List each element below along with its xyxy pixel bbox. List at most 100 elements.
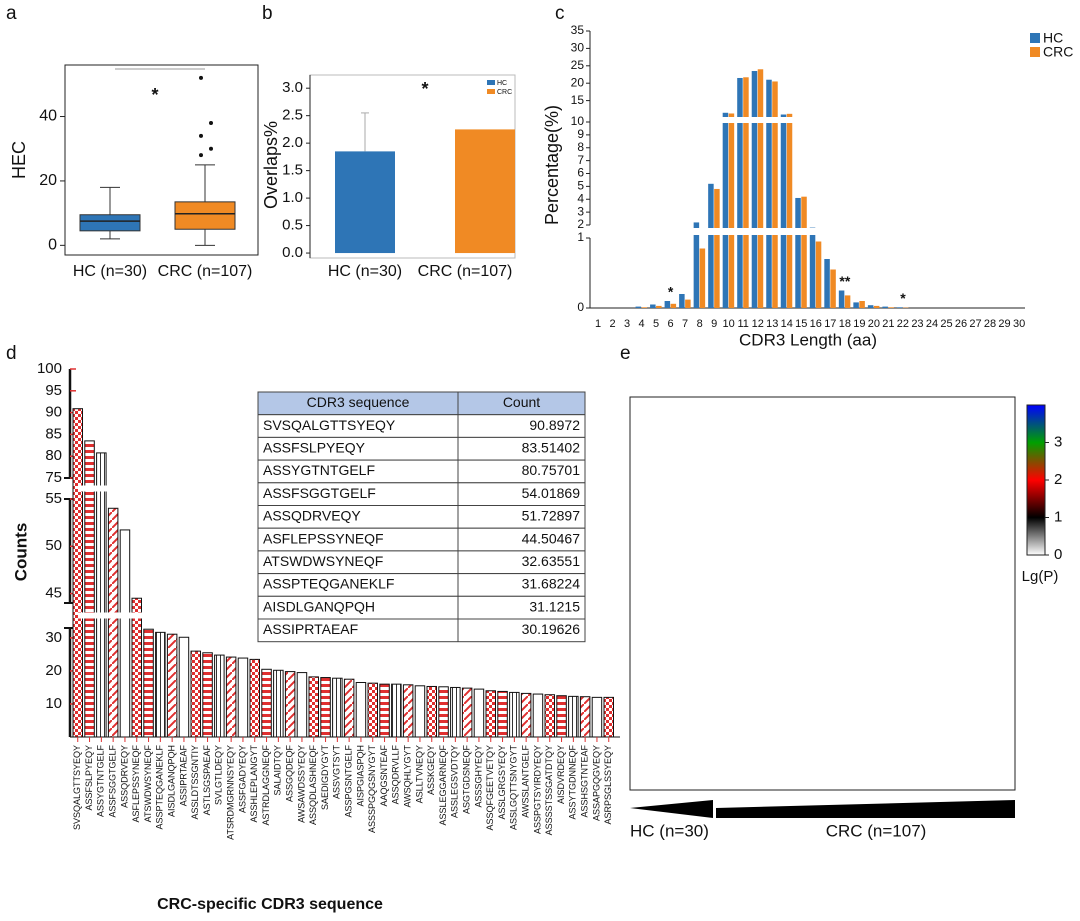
- y-tick-label: 4: [577, 191, 584, 205]
- x-tick-label: ASSYTGDNNEQF: [568, 745, 578, 820]
- y-tick-label: 0.0: [282, 244, 303, 261]
- bar: [335, 151, 395, 254]
- axis-break: [591, 228, 1026, 235]
- x-tick-label: ASSQDLASHNEQF: [308, 745, 318, 826]
- panel-letter: a: [6, 3, 17, 24]
- x-tick-label: CRC (n=107): [418, 263, 513, 280]
- bar: [728, 113, 735, 308]
- x-tick-label: ASFLEPSSYNEQF: [131, 745, 141, 823]
- x-tick-label: 17: [824, 318, 836, 330]
- bar: [214, 654, 225, 738]
- y-tick-label: 30: [45, 629, 62, 646]
- y-tick-label: 40: [39, 108, 57, 125]
- colorbar-tick-label: 2: [1054, 471, 1062, 488]
- y-tick-label: 1.0: [282, 189, 303, 206]
- bar: [815, 241, 822, 308]
- x-tick-label: ASSLDTSSGNTIY: [190, 745, 200, 820]
- bar: [225, 656, 237, 738]
- bar: [737, 77, 743, 308]
- axis-break: [591, 117, 1026, 123]
- table-cell: 90.8972: [529, 417, 580, 433]
- x-tick-label: ASSSSTSSGATDTQY: [544, 745, 554, 835]
- bar: [780, 114, 787, 309]
- bar: [888, 307, 894, 308]
- y-tick-label: 55: [45, 490, 62, 507]
- x-tick-label: ASSYGTNTGELF: [96, 745, 106, 818]
- bar: [838, 290, 845, 308]
- bar: [568, 695, 579, 738]
- bar: [414, 685, 426, 738]
- y-tick-label: 35: [571, 23, 585, 37]
- x-tick-label: 24: [926, 318, 938, 330]
- box: [79, 214, 141, 232]
- x-tick-label: ASSQDRVLLF: [391, 745, 401, 805]
- group-label: CRC (n=107): [826, 821, 927, 840]
- x-tick-label: 29: [998, 318, 1010, 330]
- x-tick-label: ASSSGHYEQY: [473, 745, 483, 808]
- bar: [591, 696, 603, 738]
- bar: [190, 650, 201, 738]
- y-tick-label: 2: [577, 217, 584, 231]
- bar: [824, 259, 830, 308]
- bar: [772, 81, 778, 309]
- x-tick-label: 14: [781, 318, 793, 330]
- x-tick-label: ASSAPGQGVEQY: [591, 745, 601, 821]
- table-cell: ASSIPRTAEAF: [263, 621, 358, 637]
- bar: [473, 688, 485, 738]
- legend-label: CRC: [1043, 44, 1073, 60]
- bar: [178, 636, 190, 738]
- table-cell: 83.51402: [522, 439, 581, 455]
- x-tick-label: 4: [638, 318, 644, 330]
- x-tick-label: ASGTGDSNEQF: [462, 745, 472, 815]
- significance: **: [839, 273, 850, 289]
- bar: [450, 686, 461, 738]
- table-cell: ASSFSLPYEQY: [263, 439, 366, 455]
- y-tick-label: 20: [571, 75, 585, 89]
- bar: [332, 677, 343, 738]
- panel-letter: c: [555, 3, 565, 24]
- legend-swatch: [487, 80, 495, 85]
- y-tick-label: 10: [571, 114, 585, 128]
- x-tick-label: ASSLGRGSYEQY: [497, 745, 507, 820]
- panel-letter: b: [262, 3, 273, 24]
- bar: [650, 304, 656, 308]
- legend-swatch: [1030, 33, 1040, 43]
- x-tick-label: ASSPGSNTGELF: [344, 745, 354, 818]
- bar: [844, 295, 851, 308]
- significance: *: [900, 290, 906, 306]
- table-cell: 31.68224: [522, 576, 581, 592]
- y-tick-label: 15: [571, 93, 585, 107]
- bar: [261, 668, 272, 738]
- hc-wedge: [630, 800, 713, 818]
- x-tick-label: 1: [595, 318, 601, 330]
- bar: [84, 440, 95, 738]
- bar: [699, 248, 706, 308]
- x-tick-label: 3: [624, 318, 630, 330]
- x-axis-label: CDR3 Length (aa): [739, 330, 877, 349]
- x-tick-label: 27: [969, 318, 981, 330]
- table-cell: 31.1215: [529, 598, 580, 614]
- table-cell: 51.72897: [522, 508, 581, 524]
- x-tick-label: 13: [766, 318, 778, 330]
- y-tick-label: 20: [39, 172, 57, 189]
- y-tick-label: 3.0: [282, 79, 303, 96]
- crc-wedge: [716, 800, 1015, 818]
- legend-label: HC: [1043, 30, 1063, 46]
- y-tick-label: 45: [45, 585, 62, 602]
- y-axis-label: Percentage(%): [542, 105, 562, 225]
- bar: [714, 188, 720, 308]
- y-tick-label: 0: [577, 300, 584, 314]
- x-tick-label: ASSIPRTAEAF: [178, 745, 188, 807]
- y-tick-label: 0: [48, 237, 57, 254]
- bar: [544, 694, 555, 738]
- y-tick-label: 1.5: [282, 162, 303, 179]
- legend-label: HC: [497, 80, 507, 87]
- y-tick-label: 10: [45, 695, 62, 712]
- bar: [670, 303, 677, 308]
- bar: [708, 183, 714, 308]
- x-tick-label: CRC (n=107): [158, 263, 253, 280]
- y-tick-label: 3: [577, 204, 584, 218]
- table-cell: ASSQDRVEQY: [263, 508, 361, 524]
- bar: [367, 682, 378, 738]
